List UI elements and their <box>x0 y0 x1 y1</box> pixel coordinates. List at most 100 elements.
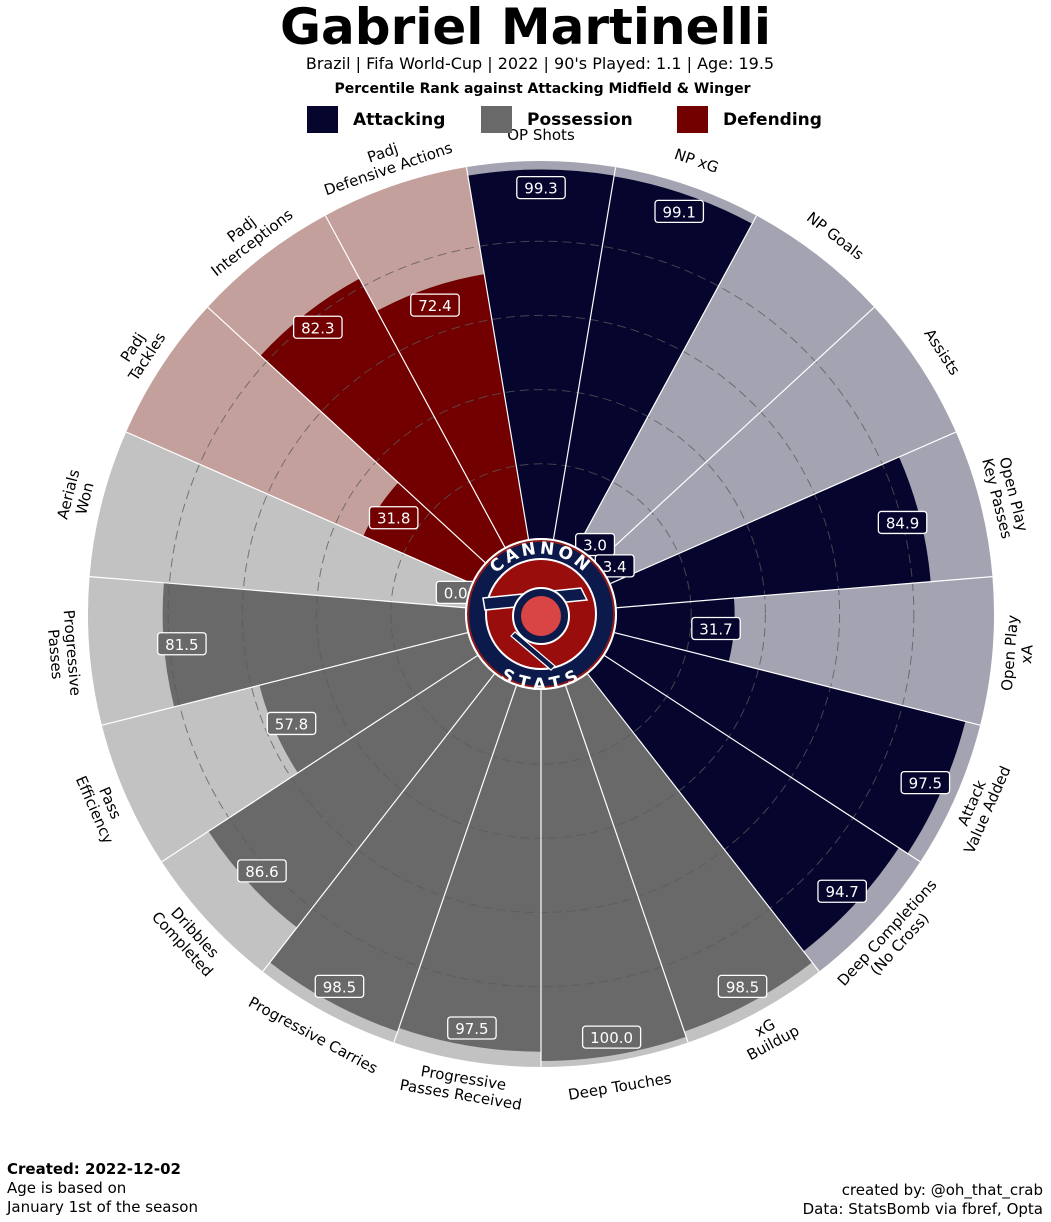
value-label-progressive-passes-received: 97.5 <box>447 1016 497 1040</box>
category-label-line: Assists <box>920 325 963 378</box>
category-label-line: Passes <box>44 628 66 680</box>
value-label-text: 31.8 <box>377 510 410 528</box>
value-label-box <box>581 1025 642 1049</box>
bar-open-play-key-passes <box>610 456 931 608</box>
value-label-text: 57.8 <box>275 715 308 733</box>
value-label-np-xg: 99.1 <box>654 199 705 224</box>
value-label-progressive-carries: 98.5 <box>314 974 365 999</box>
sector-divider <box>552 167 617 540</box>
logo-emblem-center <box>521 596 561 636</box>
value-label-deep-completions-no-cross: 94.7 <box>817 879 868 903</box>
value-label-text: 94.7 <box>825 883 858 901</box>
legend-swatch-defending <box>677 106 708 133</box>
grid-ring-20 <box>390 463 692 765</box>
value-label-box <box>157 632 207 656</box>
grid-ring-80 <box>167 240 915 988</box>
value-label-box <box>575 532 616 557</box>
sector-divider <box>161 655 478 863</box>
data-source: Data: StatsBomb via fbref, Opta <box>802 1200 1043 1218</box>
value-label-progressive-passes: 81.5 <box>157 632 207 656</box>
value-label-assists: 3.4 <box>594 554 635 578</box>
category-label-aerials-won: AerialsWon <box>53 467 99 525</box>
bar-pass-efficiency <box>259 632 478 773</box>
value-label-text: 72.4 <box>418 297 451 315</box>
sector-divider <box>587 673 820 972</box>
value-label-box <box>368 506 419 530</box>
value-label-open-play-xa: 31.7 <box>691 616 741 641</box>
category-label-assists: Assists <box>920 325 963 378</box>
value-label-text: 98.5 <box>726 978 759 996</box>
bar-padj-defensive-actions <box>376 274 529 548</box>
value-label-dribbles-completed: 86.6 <box>237 859 287 883</box>
category-label-line: xA <box>1017 643 1037 664</box>
legend-defending: Defending <box>677 106 822 133</box>
bar-deep-completions-no-cross <box>587 655 899 952</box>
value-label-text: 0.0 <box>444 584 468 602</box>
value-labels: 99.3 99.1 3.0 3.4 84.9 31.7 97.5 94.7 98.5 100.0 9… <box>157 175 951 1049</box>
sector-divider <box>614 632 981 726</box>
value-label-box <box>447 1016 497 1040</box>
value-label-box <box>691 616 741 641</box>
value-label-box <box>817 879 868 903</box>
value-label-padj-defensive-actions: 72.4 <box>410 293 460 317</box>
category-label-open-play-key-passes: Open PlayKey Passes <box>978 452 1032 540</box>
legend-label-possession: Possession <box>527 109 633 130</box>
background-sector-assists <box>596 307 956 584</box>
category-label-progressive-passes-received: ProgressivePasses Received <box>398 1059 525 1114</box>
value-label-open-play-key-passes: 84.9 <box>877 510 928 535</box>
value-label-box <box>314 974 365 999</box>
sector-dividers <box>89 167 993 1067</box>
background-sector-aerials-won <box>89 432 472 608</box>
value-label-text: 98.5 <box>323 978 356 996</box>
sector-divider <box>565 685 689 1043</box>
value-label-pass-efficiency: 57.8 <box>266 711 317 736</box>
category-label-line: OP Shots <box>507 126 575 144</box>
value-label-text: 86.6 <box>245 863 278 881</box>
value-label-box <box>266 711 317 736</box>
percentile-rank-caption: Percentile Rank against Attacking Midfie… <box>334 81 751 97</box>
legend-label-attacking: Attacking <box>353 109 446 130</box>
age-note-line-1: Age is based on <box>7 1179 127 1197</box>
sector-divider <box>616 575 993 609</box>
sector-divider <box>465 167 530 540</box>
value-label-text: 97.5 <box>909 775 942 793</box>
value-label-text: 3.0 <box>583 537 607 555</box>
legend-swatch-attacking <box>307 106 338 133</box>
value-label-text: 100.0 <box>590 1029 633 1047</box>
bar-open-play-xa <box>614 598 735 662</box>
bar-padj-interceptions <box>260 278 505 563</box>
bar-deep-touches <box>541 685 687 1061</box>
sector-divider <box>576 215 758 548</box>
sector-divider <box>610 431 957 585</box>
value-label-attack-value-added: 97.5 <box>900 770 951 795</box>
sector-divider <box>596 306 875 563</box>
value-label-text: 81.5 <box>165 636 198 654</box>
value-label-box <box>654 199 705 224</box>
sector-divider <box>604 655 921 863</box>
value-label-box <box>410 293 460 317</box>
value-label-box <box>877 510 928 535</box>
value-label-box <box>900 770 951 795</box>
category-label-open-play-xa: Open PlayxA <box>998 614 1039 693</box>
legend-swatch-possession <box>481 106 512 133</box>
value-label-text: 99.3 <box>524 180 557 198</box>
sector-divider <box>101 632 468 726</box>
value-label-padj-interceptions: 82.3 <box>292 315 343 339</box>
value-label-xg-buildup: 98.5 <box>717 974 768 999</box>
bar-progressive-passes <box>162 582 468 707</box>
value-label-box <box>292 315 343 339</box>
value-label-padj-tackles: 31.8 <box>368 506 419 530</box>
created-date: Created: 2022-12-02 <box>7 1160 181 1178</box>
bar-progressive-carries <box>269 673 517 1032</box>
category-label-progressive-passes: ProgressivePasses <box>43 609 85 698</box>
value-label-text: 84.9 <box>886 514 919 532</box>
age-note-line-2: January 1st of the season <box>7 1198 198 1216</box>
value-label-box <box>516 175 566 200</box>
background-sector-np-goals <box>577 215 875 563</box>
cannon-support-icon <box>510 631 556 671</box>
bar-op-shots <box>467 169 615 540</box>
category-label-np-xg: NP xG <box>672 145 721 177</box>
sector-divider <box>89 575 466 609</box>
